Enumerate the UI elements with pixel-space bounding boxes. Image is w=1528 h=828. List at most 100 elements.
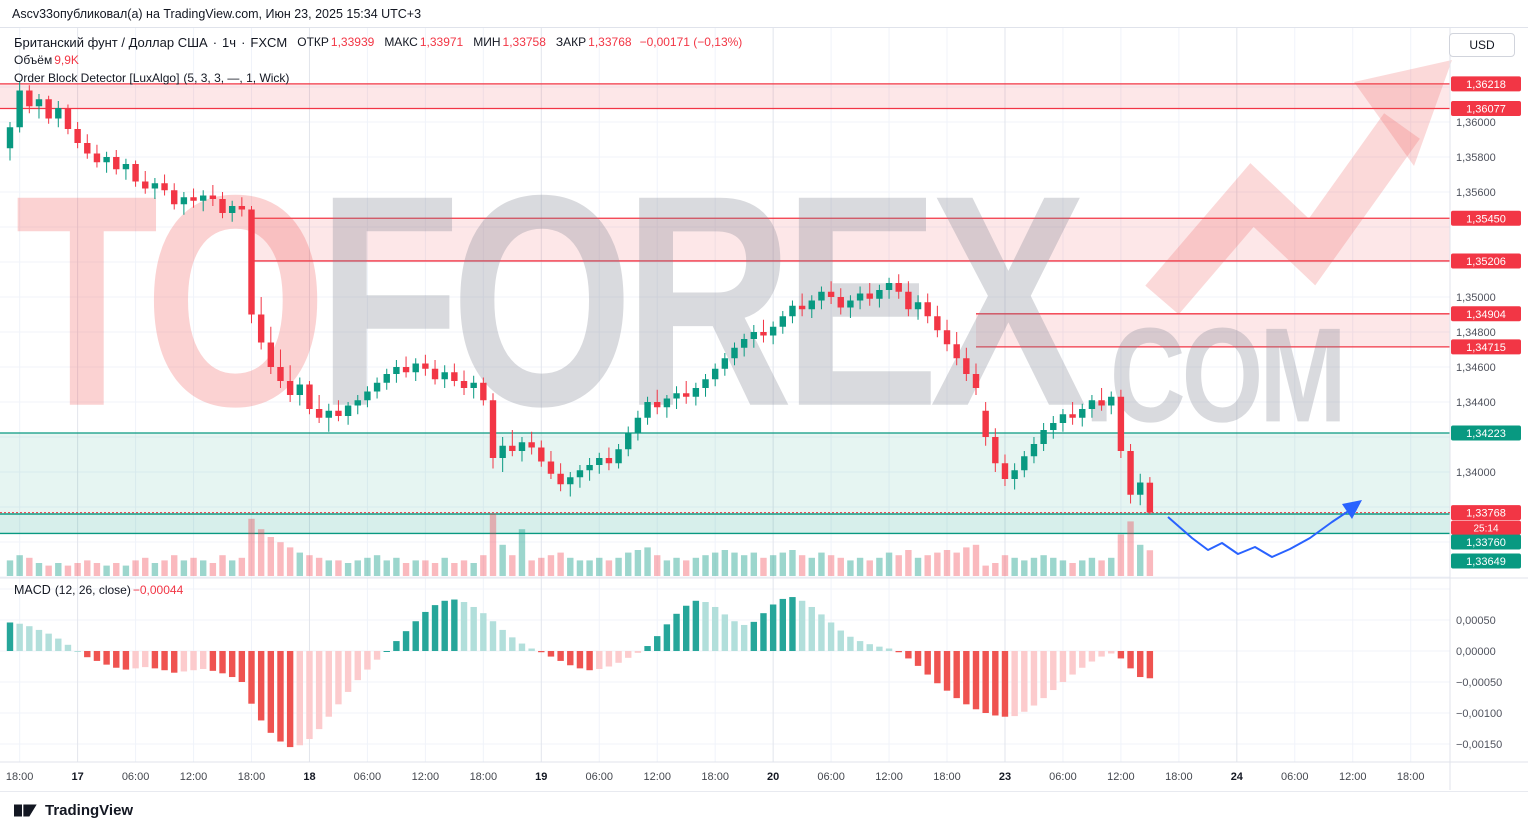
svg-text:1,35450: 1,35450	[1466, 213, 1506, 225]
svg-text:0,00050: 0,00050	[1456, 615, 1496, 627]
publish-info-text: опубликовал(а) на TradingView.com, Июн 2…	[53, 6, 422, 21]
svg-text:−0,00150: −0,00150	[1456, 739, 1502, 751]
close-value: 1,33768	[588, 35, 632, 49]
svg-text:1,34223: 1,34223	[1466, 428, 1506, 440]
volume-bars	[6, 513, 1154, 576]
time-axis[interactable]	[0, 762, 1450, 790]
demand-level-label: 1,34223	[1451, 425, 1521, 441]
price-axis-labels: 1,36000 1,35800 1,35600 1,35000 1,34800 1,346…	[1456, 117, 1496, 479]
symbol-legend-row[interactable]: Британский фунт / Доллар США · 1ч · FXCM…	[14, 33, 742, 51]
svg-text:18:00: 18:00	[1397, 771, 1425, 783]
svg-text:18:00: 18:00	[1165, 771, 1193, 783]
indicator-title: Order Block Detector [LuxAlgo]	[14, 71, 180, 85]
svg-text:1,36000: 1,36000	[1456, 117, 1496, 129]
supply-level-label: 1,36077	[1451, 101, 1521, 117]
supply-level-label: 1,34904	[1451, 306, 1521, 322]
legend-separator: ·	[241, 34, 246, 50]
demand-level-label: 1,33649	[1451, 553, 1521, 569]
svg-text:12:00: 12:00	[1107, 771, 1135, 783]
svg-text:1,35600: 1,35600	[1456, 187, 1496, 199]
volume-value: 9,9K	[54, 53, 79, 67]
projection-arrow-drawing[interactable]	[1167, 500, 1362, 558]
svg-text:06:00: 06:00	[817, 771, 845, 783]
volume-label: Объём	[14, 53, 53, 67]
footer-bar: TradingView	[0, 791, 1528, 828]
svg-text:0,00000: 0,00000	[1456, 646, 1496, 658]
macd-title: MACD	[14, 583, 51, 597]
svg-text:1,34715: 1,34715	[1466, 342, 1506, 354]
tradingview-brand-text[interactable]: TradingView	[45, 801, 134, 819]
timeframe-label: 1ч	[222, 34, 237, 50]
svg-text:1,34800: 1,34800	[1456, 327, 1496, 339]
supply-zone	[976, 313, 1450, 348]
svg-text:06:00: 06:00	[354, 771, 382, 783]
legend-separator: ·	[212, 34, 218, 50]
price-axis[interactable]	[1450, 28, 1528, 790]
indicator-legend-row[interactable]: Order Block Detector [LuxAlgo] (5, 3, 3,…	[14, 69, 742, 87]
countdown-label: 25:14	[1451, 520, 1521, 535]
tradingview-logo-icon[interactable]	[14, 801, 38, 820]
svg-text:18:00: 18:00	[701, 771, 729, 783]
svg-text:24: 24	[1231, 771, 1244, 783]
supply-level-label: 1,36218	[1451, 76, 1521, 92]
svg-text:18: 18	[303, 771, 315, 783]
close-label: ЗАКР	[555, 35, 587, 49]
svg-text:20: 20	[767, 771, 779, 783]
exchange-label: FXCM	[250, 34, 288, 50]
low-label: МИН	[473, 35, 501, 49]
svg-text:18:00: 18:00	[470, 771, 498, 783]
svg-text:12:00: 12:00	[180, 771, 208, 783]
svg-text:1,33649: 1,33649	[1466, 556, 1506, 568]
change-value: −0,00171 (−0,13%)	[639, 35, 743, 49]
svg-text:1,36218: 1,36218	[1466, 79, 1506, 91]
svg-text:−0,00100: −0,00100	[1456, 708, 1502, 720]
high-value: 1,33971	[419, 35, 464, 49]
open-value: 1,33939	[330, 35, 375, 49]
svg-text:1,34400: 1,34400	[1456, 397, 1496, 409]
candlesticks	[6, 81, 1154, 515]
macd-axis-labels: 0,00050 0,00000 −0,00050 −0,00100 −0,00150	[1456, 615, 1502, 751]
svg-text:1,34600: 1,34600	[1456, 362, 1496, 374]
svg-text:−0,00050: −0,00050	[1456, 677, 1502, 689]
svg-text:06:00: 06:00	[1281, 771, 1309, 783]
topforex-watermark: TO FOREX .COM	[15, 150, 1347, 451]
svg-text:18:00: 18:00	[933, 771, 961, 783]
svg-text:06:00: 06:00	[122, 771, 150, 783]
svg-text:06:00: 06:00	[585, 771, 613, 783]
svg-text:1,35000: 1,35000	[1456, 292, 1496, 304]
high-label: МАКС	[384, 35, 418, 49]
macd-legend-row[interactable]: MACD (12, 26, close) −0,00044	[14, 583, 183, 597]
currency-toggle-button[interactable]: USD	[1449, 33, 1515, 57]
time-axis-labels: 18:00 17 06:00 12:00 18:00 18 06:00 12:00 18:00 1…	[6, 771, 1425, 783]
supply-level-label: 1,35450	[1451, 210, 1521, 226]
svg-text:12:00: 12:00	[412, 771, 440, 783]
svg-text:25:14: 25:14	[1473, 524, 1498, 535]
symbol-title: Британский фунт / Доллар США	[14, 34, 208, 50]
price-level-labels: 1,36218 1,36077 1,35450 1,35206 1,34904 1,347…	[1451, 76, 1521, 569]
macd-value: −0,00044	[132, 583, 184, 597]
svg-text:12:00: 12:00	[643, 771, 671, 783]
indicator-params: (5, 3, 3, —, 1, Wick)	[183, 71, 290, 85]
publish-info-bar: Ascv33 опубликовал(а) на TradingView.com…	[0, 0, 1528, 28]
svg-text:1,34000: 1,34000	[1456, 467, 1496, 479]
chart-legend: Британский фунт / Доллар США · 1ч · FXCM…	[14, 33, 742, 87]
svg-text:23: 23	[999, 771, 1011, 783]
svg-text:18:00: 18:00	[238, 771, 266, 783]
svg-text:1,33768: 1,33768	[1466, 508, 1506, 520]
supply-zone	[0, 83, 1450, 110]
publisher-username[interactable]: Ascv33	[12, 6, 53, 21]
macd-histogram	[6, 597, 1154, 748]
demand-level-label: 1,33760	[1451, 534, 1521, 550]
current-price-label: 1,33768	[1451, 505, 1521, 521]
svg-text:19: 19	[535, 771, 547, 783]
svg-text:12:00: 12:00	[1339, 771, 1367, 783]
pane-separators	[0, 28, 1528, 790]
volume-legend-row[interactable]: Объём 9,9K	[14, 51, 742, 69]
macd-params: (12, 26, close)	[54, 583, 131, 597]
watermark-text-com: .COM	[1084, 301, 1347, 451]
